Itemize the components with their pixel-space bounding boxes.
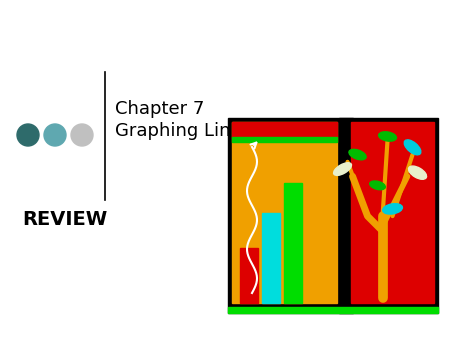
Bar <box>232 137 337 142</box>
Circle shape <box>44 124 66 146</box>
Text: Graphing Linear Equations: Graphing Linear Equations <box>115 122 355 140</box>
Ellipse shape <box>409 166 427 179</box>
Bar <box>240 248 258 303</box>
Bar <box>232 122 337 303</box>
Bar <box>339 118 353 313</box>
Bar <box>232 122 337 137</box>
Circle shape <box>71 124 93 146</box>
Ellipse shape <box>378 132 396 141</box>
Ellipse shape <box>333 163 351 175</box>
Ellipse shape <box>382 204 402 214</box>
Bar <box>228 307 438 313</box>
Text: Chapter 7: Chapter 7 <box>115 100 204 118</box>
Bar <box>228 118 438 313</box>
Circle shape <box>17 124 39 146</box>
Ellipse shape <box>349 149 366 160</box>
Bar <box>284 183 302 303</box>
Bar <box>262 213 280 303</box>
Text: REVIEW: REVIEW <box>22 210 107 229</box>
Ellipse shape <box>404 140 421 155</box>
Ellipse shape <box>370 181 385 190</box>
Bar <box>351 122 434 303</box>
